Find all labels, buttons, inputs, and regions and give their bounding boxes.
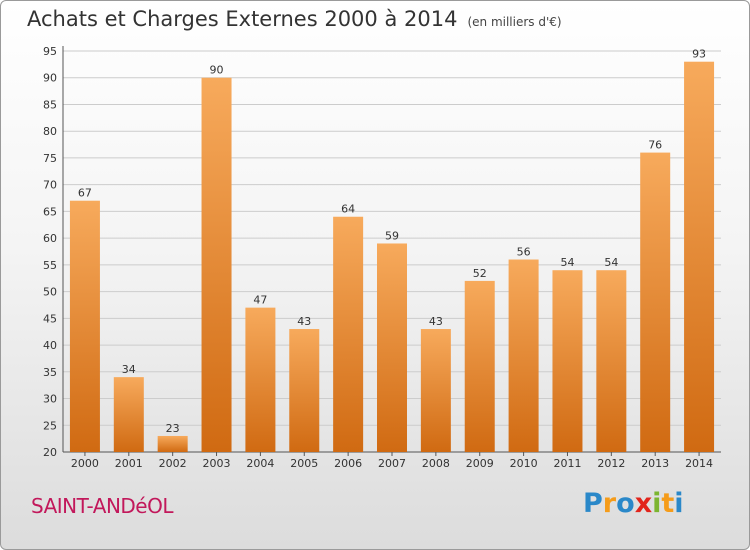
logo-letter: i: [652, 488, 662, 519]
x-tick-label: 2011: [553, 457, 581, 470]
y-tick-label: 70: [43, 179, 57, 192]
bar-value-label: 23: [166, 422, 180, 435]
bar-value-label: 56: [517, 246, 531, 259]
y-tick-label: 45: [43, 312, 57, 325]
bar-value-label: 67: [78, 187, 92, 200]
bar-value-label: 59: [385, 229, 399, 242]
commune-name: SAINT-ANDéOL: [31, 494, 174, 518]
y-tick-label: 40: [43, 339, 57, 352]
bar-value-label: 47: [253, 294, 267, 307]
bar: [596, 270, 627, 452]
x-tick-label: 2002: [159, 457, 187, 470]
x-tick-label: 2000: [71, 457, 99, 470]
logo-letter: i: [674, 488, 684, 519]
bar: [640, 152, 671, 452]
x-tick-label: 2004: [246, 457, 274, 470]
x-tick-label: 2014: [685, 457, 713, 470]
x-tick-label: 2010: [510, 457, 538, 470]
bar: [289, 329, 320, 452]
bar: [420, 329, 451, 452]
bar-value-label: 54: [604, 256, 618, 269]
y-tick-label: 25: [43, 419, 57, 432]
y-tick-label: 85: [43, 98, 57, 111]
y-tick-label: 90: [43, 72, 57, 85]
x-tick-label: 2012: [597, 457, 625, 470]
x-tick-label: 2007: [378, 457, 406, 470]
x-tick-label: 2001: [115, 457, 143, 470]
bar: [552, 270, 583, 452]
bar-value-label: 34: [122, 363, 136, 376]
x-tick-label: 2008: [422, 457, 450, 470]
bar: [201, 77, 232, 452]
x-tick-label: 2005: [290, 457, 318, 470]
bar: [157, 435, 188, 452]
y-tick-label: 95: [43, 45, 57, 58]
bar-value-label: 93: [692, 48, 706, 61]
bar: [113, 377, 144, 452]
y-tick-label: 80: [43, 125, 57, 138]
bar: [508, 259, 539, 452]
bar-value-label: 52: [473, 267, 487, 280]
x-tick-label: 2013: [641, 457, 669, 470]
y-tick-label: 20: [43, 446, 57, 459]
bar: [333, 216, 364, 452]
bar: [377, 243, 407, 452]
bar: [684, 61, 715, 453]
proxiti-logo: Proxiti: [583, 488, 684, 519]
logo-letter: t: [661, 488, 675, 519]
logo-letter: P: [583, 488, 603, 519]
logo-letter: o: [616, 488, 635, 519]
y-tick-label: 30: [43, 393, 57, 406]
y-tick-label: 35: [43, 366, 57, 379]
y-tick-label: 60: [43, 232, 57, 245]
bar-value-label: 90: [210, 64, 224, 77]
chart-title: Achats et Charges Externes 2000 à 2014 (e…: [27, 7, 562, 31]
y-tick-label: 75: [43, 152, 57, 165]
x-tick-label: 2009: [466, 457, 494, 470]
logo-letter: r: [602, 488, 617, 519]
bar: [464, 280, 495, 452]
bar: [69, 200, 100, 452]
x-tick-label: 2003: [203, 457, 231, 470]
y-tick-label: 65: [43, 205, 57, 218]
bar-value-label: 43: [297, 315, 311, 328]
chart-subtitle: (en milliers d'€): [467, 15, 562, 29]
y-tick-label: 55: [43, 259, 57, 272]
bar-value-label: 54: [560, 256, 574, 269]
bar-value-label: 43: [429, 315, 443, 328]
chart-title-text: Achats et Charges Externes 2000 à 2014: [27, 7, 458, 31]
bar-value-label: 76: [648, 139, 662, 152]
bar-value-label: 64: [341, 203, 355, 216]
x-tick-label: 2006: [334, 457, 362, 470]
bar: [245, 307, 276, 452]
logo-letter: x: [634, 488, 653, 519]
y-tick-label: 50: [43, 286, 57, 299]
